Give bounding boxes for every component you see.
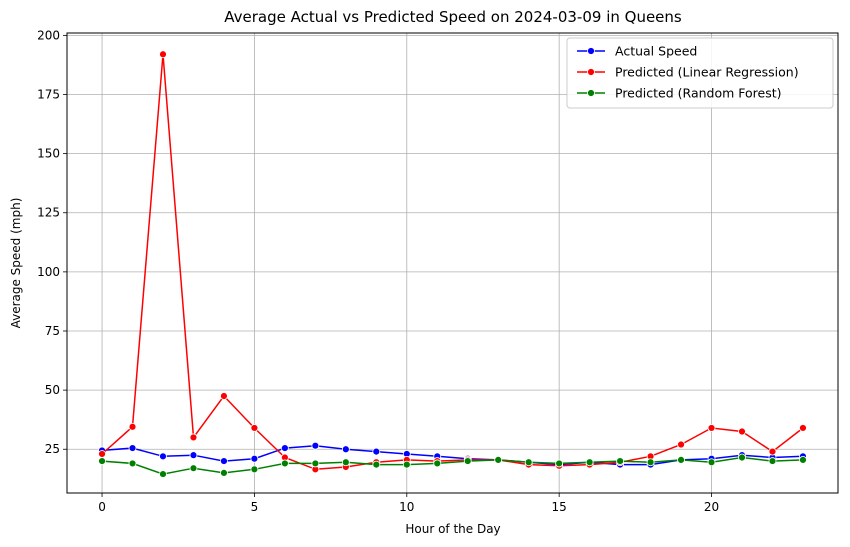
data-point xyxy=(311,441,320,450)
x-tick-label: 5 xyxy=(251,500,259,514)
data-point xyxy=(616,457,625,465)
data-point xyxy=(372,460,381,469)
x-tick-label: 15 xyxy=(552,500,567,514)
x-tick-label: 10 xyxy=(399,500,414,514)
y-axis-ticks: 25 50 75 100 125 150 175 200 xyxy=(37,28,67,456)
x-tick-label: 0 xyxy=(98,500,106,514)
data-point xyxy=(768,447,777,456)
data-point xyxy=(189,451,198,460)
y-axis-label: Average Speed (mph) xyxy=(9,198,23,329)
data-point xyxy=(799,424,807,432)
y-tick-label: 25 xyxy=(45,442,60,456)
data-point xyxy=(707,458,716,467)
data-point xyxy=(677,455,685,464)
legend: Actual Speed Predicted (Linear Regression… xyxy=(566,37,834,109)
legend-label: Predicted (Linear Regression) xyxy=(615,65,799,80)
legend-marker xyxy=(587,47,595,55)
y-tick-label: 150 xyxy=(37,147,60,161)
data-point xyxy=(189,433,198,442)
data-point xyxy=(524,458,533,467)
data-point xyxy=(250,465,259,474)
legend-marker xyxy=(587,89,595,97)
series-1 xyxy=(98,50,807,474)
y-tick-label: 175 xyxy=(37,87,60,101)
legend-label: Predicted (Random Forest) xyxy=(615,86,782,101)
data-point xyxy=(250,454,259,463)
data-point xyxy=(768,457,777,465)
grid-lines xyxy=(67,33,838,493)
data-point xyxy=(402,460,411,469)
data-point xyxy=(159,452,167,461)
data-point xyxy=(372,447,381,456)
data-point xyxy=(280,444,289,452)
x-axis-ticks: 0 5 10 15 20 xyxy=(98,493,719,514)
data-point xyxy=(494,455,503,464)
data-point xyxy=(128,444,137,452)
y-tick-label: 200 xyxy=(37,28,60,42)
data-point xyxy=(220,392,228,400)
data-point xyxy=(220,457,228,465)
data-point xyxy=(98,457,106,465)
data-point xyxy=(159,470,167,478)
legend-box xyxy=(566,37,834,109)
data-point xyxy=(189,464,198,473)
series-line xyxy=(101,54,804,471)
x-axis-label: Hour of the Day xyxy=(405,522,500,536)
series-line xyxy=(101,456,804,475)
data-point xyxy=(707,424,716,432)
legend-label: Actual Speed xyxy=(615,44,697,59)
data-point xyxy=(585,458,594,467)
y-tick-label: 50 xyxy=(45,383,60,397)
data-point xyxy=(677,440,685,449)
data-point xyxy=(341,458,350,467)
data-point xyxy=(311,459,320,468)
plot-frame xyxy=(66,32,839,494)
data-point xyxy=(738,427,746,436)
data-point xyxy=(128,422,137,431)
data-point xyxy=(799,455,807,464)
data-point xyxy=(280,459,289,468)
y-tick-label: 125 xyxy=(37,206,60,220)
data-point xyxy=(98,450,106,458)
data-point xyxy=(433,459,442,468)
data-point xyxy=(738,453,746,462)
series-2 xyxy=(98,453,807,478)
data-point xyxy=(159,50,167,59)
series-layer xyxy=(98,50,807,478)
data-point xyxy=(220,468,228,477)
legend-marker xyxy=(587,68,595,76)
chart-title: Average Actual vs Predicted Speed on 202… xyxy=(224,8,682,26)
y-tick-label: 100 xyxy=(37,265,60,279)
data-point xyxy=(646,458,655,467)
x-tick-label: 20 xyxy=(704,500,719,514)
y-tick-label: 75 xyxy=(45,324,60,338)
data-point xyxy=(463,457,472,465)
data-point xyxy=(341,445,350,454)
data-point xyxy=(250,424,259,432)
data-point xyxy=(555,459,564,468)
data-point xyxy=(128,459,137,468)
